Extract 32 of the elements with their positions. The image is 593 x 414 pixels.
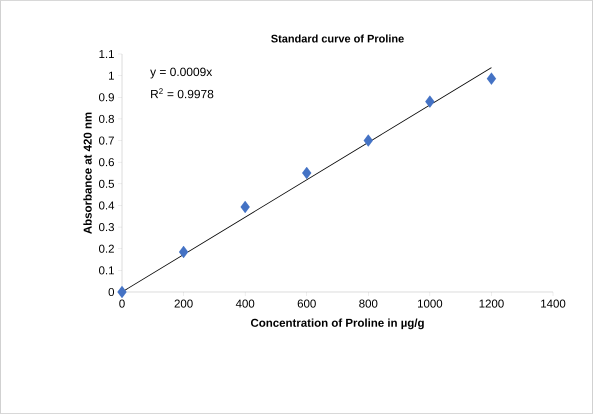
point	[425, 95, 435, 108]
x-tick-label: 1400	[541, 300, 566, 308]
y-tick-label: 0.6	[99, 158, 114, 166]
x-tick-label: 0	[119, 300, 125, 308]
y-axis-title: Absorbance at 420 nm	[83, 112, 92, 234]
y-tick-label: 0	[108, 288, 114, 296]
y-tick-label: 1	[108, 72, 114, 80]
x-tick-label: 1200	[480, 300, 504, 308]
y-tick-label: 0.4	[99, 201, 114, 210]
y-tick-label: 1.1	[99, 50, 114, 58]
x-tick-label: 1000	[418, 300, 442, 308]
point	[240, 200, 250, 214]
x-tick-label: 200	[174, 300, 193, 308]
x-tick-label: 600	[298, 300, 316, 308]
point	[117, 286, 127, 298]
annotation: y = 0.0009x	[150, 68, 212, 78]
y-tick-label: 0.9	[99, 93, 114, 102]
y-tick-label: 0.7	[99, 136, 114, 145]
point	[486, 72, 496, 85]
chart-title: Standard curve of Proline	[271, 34, 404, 42]
x-tick-label: 400	[236, 300, 254, 308]
x-axis-title: Concentration of Proline in µg/g	[250, 318, 424, 330]
x-tick-label: 800	[359, 300, 378, 308]
point	[364, 134, 373, 147]
y-tick-label: 0.3	[99, 223, 114, 232]
y-tick-label: 0.8	[99, 114, 114, 123]
point	[178, 246, 188, 258]
annotation: R$^{2}$ = 0.9978	[151, 88, 214, 98]
y-tick-label: 0.1	[99, 266, 114, 274]
point	[302, 166, 312, 180]
y-tick-label: 0.2	[99, 244, 114, 253]
y-tick-label: 0.5	[99, 180, 114, 188]
